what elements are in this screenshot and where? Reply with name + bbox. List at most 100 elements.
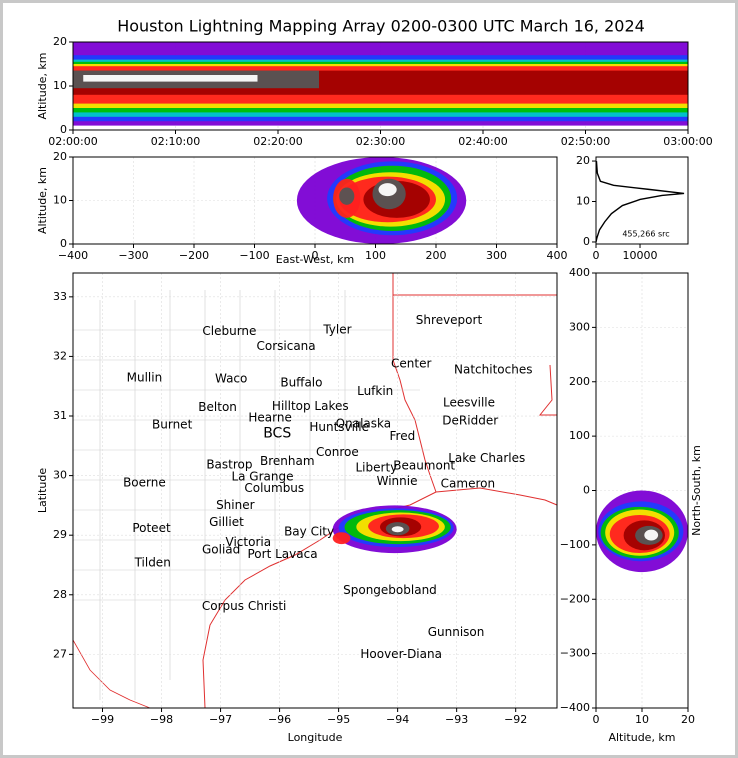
- x-tick-label: −95: [327, 713, 350, 726]
- county-lines: [73, 290, 430, 700]
- city-label: Shiner: [216, 498, 255, 512]
- figure-title: Houston Lightning Mapping Array 0200-030…: [117, 17, 645, 36]
- y-tick-label: 200: [569, 375, 590, 388]
- x-tick-label: 20: [681, 713, 695, 726]
- density-blob: [332, 532, 351, 545]
- plot-area: [73, 42, 688, 130]
- y-axis-label: Altitude, km: [36, 167, 49, 234]
- y-tick-label: 0: [60, 237, 67, 250]
- city-label: Bay City: [284, 525, 334, 539]
- x-tick-label: 200: [426, 249, 447, 262]
- city-label: Liberty: [356, 460, 398, 474]
- y-axis-label: Altitude, km: [36, 52, 49, 119]
- city-label: Lufkin: [357, 384, 393, 398]
- y-tick-label: 29: [53, 528, 67, 541]
- plot-frame: [72, 156, 558, 245]
- city-label: Hilltop Lakes: [272, 399, 349, 413]
- city-label: Hoover-Diana: [360, 647, 442, 661]
- x-tick-label: −97: [209, 713, 232, 726]
- city-label: DeRidder: [442, 413, 498, 427]
- y-tick-label: 400: [569, 266, 590, 279]
- x-tick-label: −100: [239, 249, 269, 262]
- x-tick-label: 02:20:00: [253, 135, 302, 148]
- x-tick-label: −94: [386, 713, 409, 726]
- city-label: Conroe: [316, 445, 359, 459]
- y-tick-label: 32: [53, 349, 67, 362]
- city-label: Goliad: [202, 543, 240, 557]
- y-tick-label: 0: [583, 484, 590, 497]
- city-label: BCS: [263, 425, 291, 441]
- city-label: Cleburne: [202, 324, 256, 338]
- x-tick-label: 100: [365, 249, 386, 262]
- x-tick-label: −99: [91, 713, 114, 726]
- city-label: Cameron: [441, 476, 495, 490]
- state-border: [435, 364, 558, 506]
- x-tick-label: 300: [486, 249, 507, 262]
- city-label: Mullin: [127, 370, 163, 384]
- city-label: Lake Charles: [448, 451, 525, 465]
- city-label: Center: [391, 357, 431, 371]
- x-tick-label: 10: [635, 713, 649, 726]
- source-profile: [596, 160, 685, 243]
- y-tick-label: 20: [53, 150, 67, 163]
- city-label: Shreveport: [416, 313, 483, 327]
- y-tick-label: 20: [53, 35, 67, 48]
- city-label: Poteet: [132, 521, 171, 535]
- city-label: Waco: [215, 372, 247, 386]
- x-tick-label: 0: [312, 249, 319, 262]
- city-label: Columbus: [244, 481, 304, 495]
- x-tick-label: 02:30:00: [356, 135, 405, 148]
- city-label: Tyler: [322, 323, 351, 337]
- city-label: Fred: [390, 429, 416, 443]
- density-blob: [378, 183, 397, 197]
- x-tick-label: 0: [593, 713, 600, 726]
- plot-area: [596, 160, 685, 243]
- y-tick-label: 10: [53, 194, 67, 207]
- density-blob: [391, 526, 404, 533]
- x-tick-label: −400: [58, 249, 88, 262]
- density-blob: [339, 187, 355, 205]
- y-tick-label: 10: [576, 195, 590, 208]
- city-label: Buffalo: [280, 376, 322, 390]
- y-tick-label: 20: [576, 154, 590, 167]
- x-tick-label: 400: [547, 249, 568, 262]
- city-label: Natchitoches: [454, 363, 532, 377]
- y-tick-label: 33: [53, 290, 67, 303]
- y-tick-label: 10: [53, 79, 67, 92]
- plot-frame: [72, 272, 558, 709]
- plot-frame: [595, 272, 689, 709]
- x-tick-label: 02:10:00: [151, 135, 200, 148]
- border-mexico: [72, 639, 151, 709]
- x-tick-label: 02:00:00: [48, 135, 97, 148]
- x-tick-label: 03:00:00: [663, 135, 712, 148]
- city-label: Corpus Christi: [202, 599, 287, 613]
- y-tick-label: 27: [53, 647, 67, 660]
- plot-area: Cleburne Tyler Shreveport Corsicana Mullin Wa…: [73, 273, 557, 708]
- city-label: Winnie: [377, 474, 418, 488]
- x-tick-label: −96: [268, 713, 291, 726]
- y-tick-label: 28: [53, 588, 67, 601]
- y-tick-label: 100: [569, 429, 590, 442]
- city-label: Hearne: [248, 410, 291, 424]
- x-tick-label: 0: [593, 249, 600, 262]
- city-label: Brenham: [260, 454, 315, 468]
- y-axis-label: Latitude: [36, 468, 49, 514]
- x-tick-label: 02:40:00: [458, 135, 507, 148]
- x-tick-label: −98: [150, 713, 173, 726]
- y-tick-label: −300: [560, 647, 590, 660]
- x-tick-label: 10000: [623, 249, 658, 262]
- plot-frame: [72, 41, 689, 131]
- city-label: Gilliet: [209, 515, 244, 529]
- density-blob: [644, 529, 659, 541]
- plot-frame: [595, 156, 689, 245]
- city-label: Burnet: [152, 417, 193, 431]
- annotation: 455,266 src: [622, 230, 669, 239]
- y-tick-label: 30: [53, 469, 67, 482]
- y-tick-label: −100: [560, 538, 590, 551]
- y-tick-label: 0: [60, 123, 67, 136]
- city-label: Beaumont: [393, 459, 455, 473]
- y-tick-label: 31: [53, 409, 67, 422]
- city-label: Huntsville: [309, 420, 369, 434]
